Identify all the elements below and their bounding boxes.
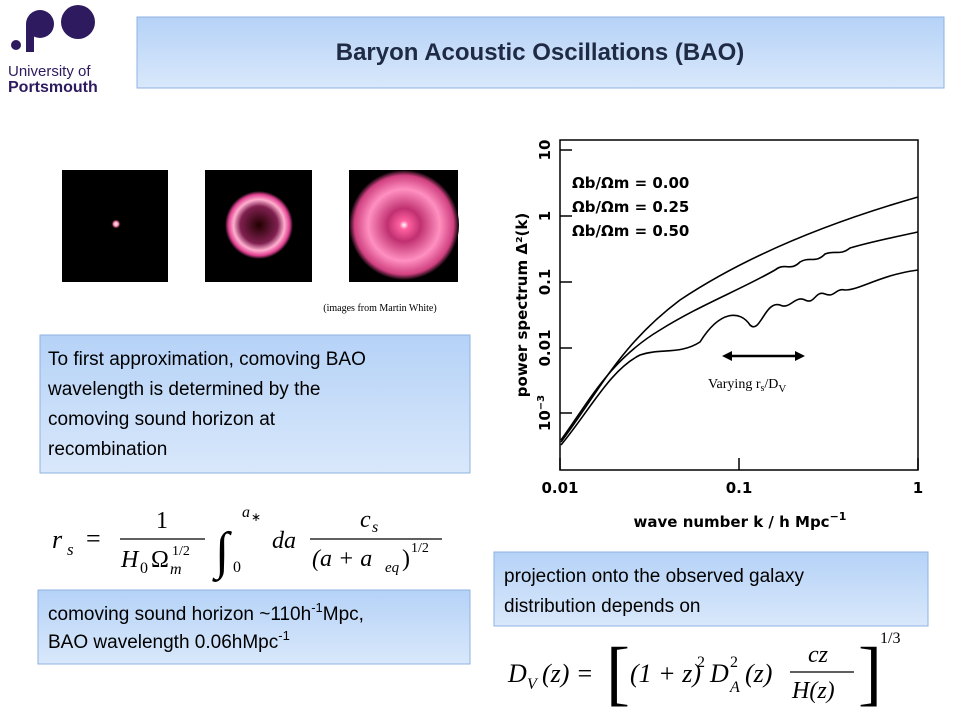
eq-part: 2 [697,654,705,671]
eq-part: c [360,507,371,533]
text: V [778,383,786,395]
eq-part: 1/2 [172,544,190,559]
x-tick-label: 1 [913,479,923,497]
eq-part: ) [402,546,410,572]
text: 0.01 [536,329,554,366]
text: Mpc, [323,604,364,625]
eq-part: [ [606,633,630,713]
title: Baryon Acoustic Oscillations (BAO) [336,39,745,66]
eq-part: V [527,676,539,693]
image [349,170,459,280]
y-tick-label: 0.01 [536,329,554,366]
eq-part: da [272,528,296,554]
text: Varying r [708,377,761,392]
eq-part: eq [385,560,400,576]
legend-entry: Ωb/Ωm = 0.50 [572,222,689,240]
text: 10 [536,410,554,431]
legend-entry: Ωb/Ωm = 0.25 [572,198,689,216]
eq-part: H(z) [791,678,835,704]
text-box [493,551,929,627]
text: comoving sound horizon ~110h [48,604,311,625]
legend-entry: Ωb/Ωm = 0.00 [572,174,689,192]
eq-part: H [120,547,140,573]
curve [560,269,919,446]
x-tick-label: 0.01 [541,479,578,497]
curve [560,231,919,441]
eq-part: 1 [156,508,168,534]
box-text: BAO wavelength 0.06hMpc-1 [48,628,290,653]
eq-part: (z) = [542,659,593,688]
y-tick-label: 10−3 [536,395,554,431]
title-box [136,16,945,89]
x-tick-label: 0.1 [726,479,753,497]
curve [560,196,919,443]
box-text: projection onto the observed galaxy [504,566,804,587]
y-tick-label: 1 [536,211,554,221]
box-text: recombination [48,439,167,460]
text: /D [764,377,778,392]
text-box [37,589,471,665]
eq-part: s [372,519,378,536]
eq-part: s [67,540,74,559]
eq-part: 0 [140,560,148,577]
eq-part: 0 [233,559,241,576]
y-tick-label: 0.1 [536,269,554,296]
text: 1 [536,211,554,221]
image [111,219,121,229]
eq-part: D [507,659,527,688]
arrow-head [722,351,805,361]
eq-part: A [729,679,740,696]
eq-part: cz [808,642,829,668]
eq-part: r [52,525,63,554]
eq-part: D [709,659,729,688]
logo [11,5,95,52]
eq-part: (a + a [312,546,372,572]
text: −1 [830,510,847,523]
y-tick-label: 10 [536,140,554,161]
box-text: distribution depends on [504,596,700,617]
eq-part: (z) [745,659,772,688]
box-text: To first approximation, comoving BAO [48,349,366,370]
eq-part: 1/2 [411,541,429,556]
text: wave number k / h Mpc [634,513,830,531]
logo-text: Portsmouth [8,79,98,96]
text: s [761,383,765,394]
eq-part: ∗ [251,510,261,524]
eq-part: Ω [151,547,169,573]
eq-part: (1 + z) [630,659,701,688]
eq-part: a [242,504,250,521]
eq-part: 1/3 [880,630,900,647]
text-box [39,334,471,474]
annotation: Varying rs/DV [708,377,786,395]
text: BAO wavelength 0.06hMpc [48,632,278,653]
eq-part: ] [858,633,882,713]
eq-part: 2 [730,654,738,671]
box-text: comoving sound horizon ~110h-1Mpc, [48,600,364,625]
y-axis-label: power spectrum Δ²(k) [513,213,531,397]
caption: (images from Martin White) [323,303,436,314]
eq-part: m [170,561,182,578]
text: 0.1 [536,269,554,296]
text: 10 [536,140,554,161]
box-text: wavelength is determined by the [47,379,321,400]
equation: D V (z) = [ (1 + z) 2 D 2 A (z) cz H(z) … [507,630,900,713]
image [225,191,293,259]
logo-text: University of [8,63,91,80]
text: -1 [311,600,323,615]
x-axis-label: wave number k / h Mpc−1 [634,510,847,531]
box-text: comoving sound horizon at [48,409,276,430]
text: -1 [278,628,290,643]
eq-part: ∫ [212,523,232,582]
equation: r s = 1 H 0 Ω m 1/2 ∫ a ∗ 0 da c s (a + … [52,504,442,582]
eq-part: = [86,524,101,553]
text: −3 [536,395,547,410]
